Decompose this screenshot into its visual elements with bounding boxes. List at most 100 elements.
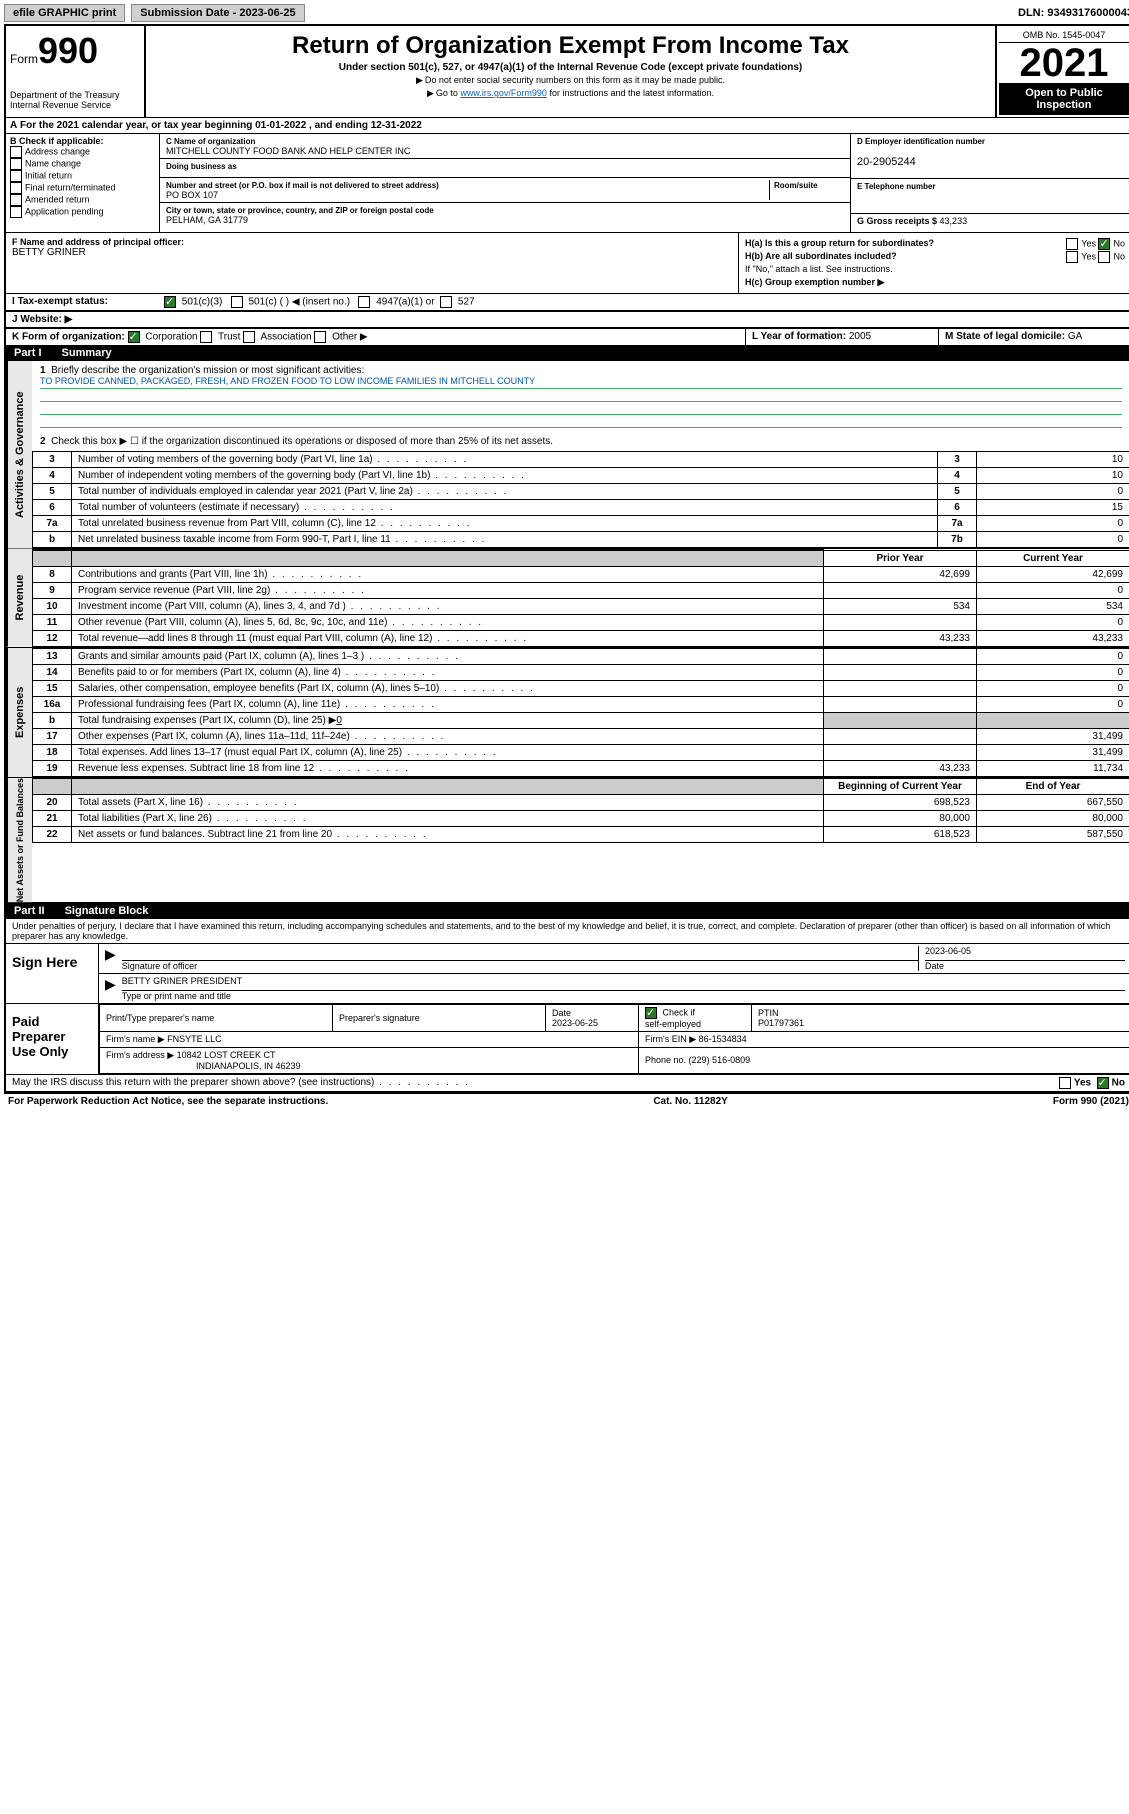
hc-label: H(c) Group exemption number ▶	[745, 277, 884, 287]
firm-name-label: Firm's name ▶	[106, 1034, 167, 1044]
b-opt-3: Final return/terminated	[25, 182, 116, 192]
row-current: 43,233	[977, 630, 1129, 646]
row-num: 19	[33, 760, 72, 776]
ha-no[interactable]	[1098, 238, 1110, 250]
form990-link[interactable]: www.irs.gov/Form990	[460, 88, 547, 98]
m-label: M State of legal domicile:	[945, 331, 1068, 342]
check-other[interactable]	[314, 331, 326, 343]
page-footer: For Paperwork Reduction Act Notice, see …	[4, 1093, 1129, 1109]
row-desc: Contributions and grants (Part VIII, lin…	[72, 566, 824, 582]
row-num: 16a	[33, 696, 72, 712]
room-label: Room/suite	[774, 181, 818, 190]
i-opt-2: 4947(a)(1) or	[376, 297, 434, 308]
row-desc: Other expenses (Part IX, column (A), lin…	[72, 728, 824, 744]
row-num: 12	[33, 630, 72, 646]
m-value: GA	[1068, 331, 1082, 342]
phone-label: Phone no.	[645, 1055, 689, 1065]
row-current: 11,734	[977, 760, 1129, 776]
row-desc: Total liabilities (Part X, line 26)	[72, 810, 824, 826]
check-4947[interactable]	[358, 296, 370, 308]
header-left: Form990 Department of the Treasury Inter…	[6, 26, 146, 117]
row-prior	[824, 744, 977, 760]
row-current: 31,499	[977, 744, 1129, 760]
row-numcell: 4	[938, 468, 977, 484]
ha-yes[interactable]	[1066, 238, 1078, 250]
row-prior	[824, 582, 977, 598]
submission-date-button[interactable]: Submission Date - 2023-06-25	[131, 4, 304, 22]
discuss-yes[interactable]	[1059, 1077, 1071, 1089]
expenses-table: 13 Grants and similar amounts paid (Part…	[32, 648, 1129, 777]
check-trust[interactable]	[200, 331, 212, 343]
check-corp[interactable]	[128, 331, 140, 343]
check-app-pending[interactable]	[10, 206, 22, 218]
sig-date-value: 2023-06-05	[925, 946, 1125, 961]
hb-no[interactable]	[1098, 251, 1110, 263]
check-amended[interactable]	[10, 194, 22, 206]
row-val: 15	[977, 500, 1129, 516]
row-current: 0	[977, 582, 1129, 598]
check-initial-return[interactable]	[10, 170, 22, 182]
check-527[interactable]	[440, 296, 452, 308]
l-label: L Year of formation:	[752, 331, 849, 342]
ptin-value: P01797361	[758, 1018, 804, 1028]
row-current: 42,699	[977, 566, 1129, 582]
officer-typed-name: BETTY GRINER PRESIDENT	[122, 976, 1125, 991]
check-501c[interactable]	[231, 296, 243, 308]
b-opt-0: Address change	[25, 146, 90, 156]
row-current: 0	[977, 664, 1129, 680]
prep-date-label: Date	[552, 1008, 571, 1018]
dept-treasury: Department of the Treasury	[10, 90, 140, 100]
subdate-value: 2023-06-25	[239, 7, 295, 19]
check-self-employed[interactable]	[645, 1007, 657, 1019]
form-label: Form	[10, 52, 38, 66]
row-val: 10	[977, 452, 1129, 468]
vlabel-governance: Activities & Governance	[7, 361, 32, 548]
col-de: D Employer identification number 20-2905…	[851, 134, 1129, 232]
dln-value: 93493176000043	[1047, 7, 1129, 19]
check-assoc[interactable]	[243, 331, 255, 343]
line-a-text: For the 2021 calendar year, or tax year …	[20, 120, 422, 131]
section-expenses: Expenses 13 Grants and similar amounts p…	[6, 648, 1129, 778]
hb-yes[interactable]	[1066, 251, 1078, 263]
header-right: OMB No. 1545-0047 2021 Open to Public In…	[995, 26, 1129, 117]
row-desc: Number of voting members of the governin…	[72, 452, 938, 468]
top-bar: efile GRAPHIC print Submission Date - 20…	[4, 4, 1129, 22]
subtitle-2: Do not enter social security numbers on …	[425, 75, 725, 85]
discuss-no[interactable]	[1097, 1077, 1109, 1089]
row-num: 9	[33, 582, 72, 598]
row-prior	[824, 680, 977, 696]
part1-title: Part I	[14, 347, 42, 359]
yes-3: Yes	[1074, 1077, 1091, 1088]
col-begin: Beginning of Current Year	[824, 778, 977, 794]
hb-label: H(b) Are all subordinates included?	[745, 251, 897, 261]
check-final-return[interactable]	[10, 182, 22, 194]
ha-label: H(a) Is this a group return for subordin…	[745, 238, 934, 248]
dln: DLN: 93493176000043	[1018, 7, 1129, 19]
k-opt-3: Other ▶	[332, 332, 367, 343]
col-end: End of Year	[977, 778, 1129, 794]
paid-preparer-label: Paid Preparer Use Only	[6, 1004, 99, 1074]
check-501c3[interactable]	[164, 296, 176, 308]
row-num: 3	[33, 452, 72, 468]
row-num: 7a	[33, 516, 72, 532]
check-name-change[interactable]	[10, 158, 22, 170]
part1-header: Part I Summary	[6, 345, 1129, 361]
col-c: C Name of organization MITCHELL COUNTY F…	[160, 134, 851, 232]
form-container: Form990 Department of the Treasury Inter…	[4, 24, 1129, 1093]
b-opt-1: Name change	[25, 158, 81, 168]
dba-label: Doing business as	[166, 162, 237, 171]
row-j: J Website: ▶	[6, 311, 1129, 327]
efile-button[interactable]: efile GRAPHIC print	[4, 4, 125, 22]
section-bcde: B Check if applicable: Address change Na…	[6, 133, 1129, 232]
tax-year: 2021	[999, 43, 1129, 83]
row-desc: Total assets (Part X, line 16)	[72, 794, 824, 810]
irs-label: Internal Revenue Service	[10, 100, 140, 110]
check-address-change[interactable]	[10, 146, 22, 158]
vlabel-expenses: Expenses	[7, 648, 32, 777]
row-current: 80,000	[977, 810, 1129, 826]
row-desc: Professional fundraising fees (Part IX, …	[72, 696, 824, 712]
row-prior	[824, 614, 977, 630]
mission-text: TO PROVIDE CANNED, PACKAGED, FRESH, AND …	[40, 376, 1122, 389]
col-f: F Name and address of principal officer:…	[6, 233, 739, 293]
row-current: 0	[977, 614, 1129, 630]
